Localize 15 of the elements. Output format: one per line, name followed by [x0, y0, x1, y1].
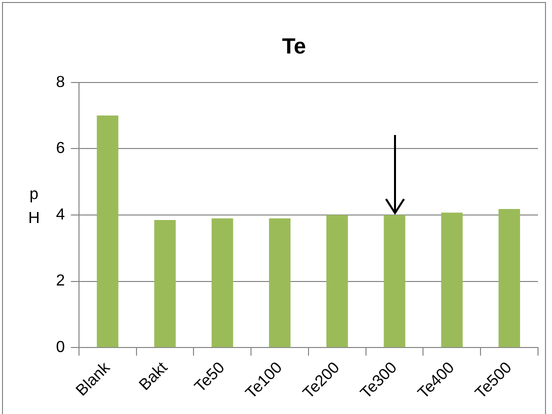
- chart-title: Te: [282, 33, 306, 58]
- y-axis-title: pH: [28, 186, 40, 227]
- y-tick-label: 2: [56, 272, 65, 290]
- bar: [268, 218, 291, 348]
- bar: [498, 209, 520, 348]
- bar: [212, 218, 234, 348]
- y-tick-label: 8: [56, 74, 65, 91]
- bar: [326, 215, 348, 348]
- y-tick-label: 6: [56, 140, 65, 158]
- y-tick-label: 4: [56, 206, 65, 224]
- bar: [384, 215, 406, 348]
- bar: [154, 220, 176, 348]
- bar: [441, 212, 463, 348]
- y-tick-label: 0: [56, 339, 65, 356]
- bar: [96, 116, 118, 348]
